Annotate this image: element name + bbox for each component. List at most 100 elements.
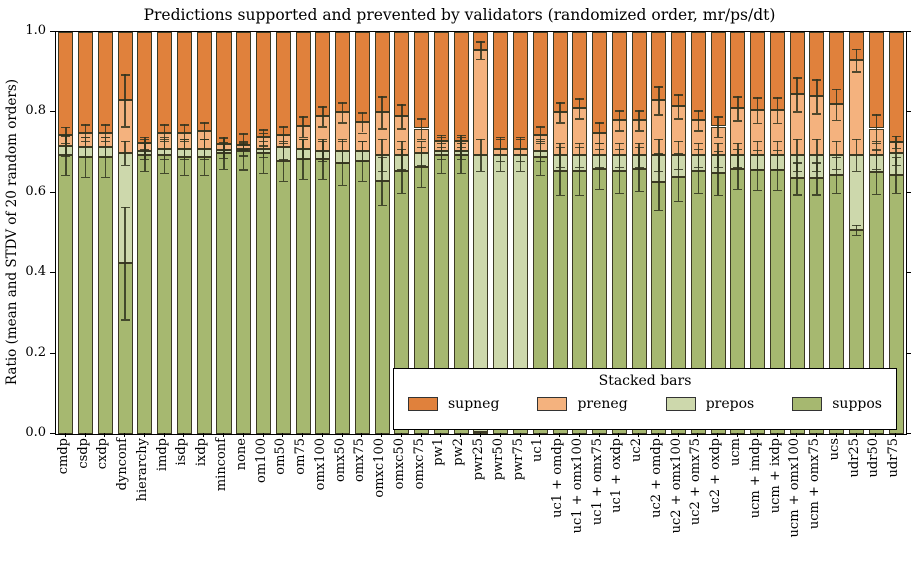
x-tick xyxy=(539,433,541,437)
error-bar-cap xyxy=(496,170,506,173)
error-bar-cap xyxy=(417,186,427,189)
segment-suppos xyxy=(137,154,153,434)
error-bar xyxy=(559,142,561,167)
error-bar xyxy=(322,140,324,161)
error-bar-cap xyxy=(357,132,367,134)
bar-slot-hierarchy xyxy=(135,32,155,434)
bar-om100 xyxy=(256,32,272,434)
x-tick xyxy=(104,433,106,437)
error-bar-cap xyxy=(674,94,684,96)
error-bar-cap xyxy=(693,142,703,144)
error-bar-cap xyxy=(298,158,308,161)
bar-slot-udr25 xyxy=(847,32,867,434)
error-bar-cap xyxy=(476,138,486,140)
error-bar-cap xyxy=(634,110,644,112)
segment-supneg xyxy=(176,32,192,133)
bar-slot-omxc100 xyxy=(372,32,392,434)
bar-slot-uc1 xyxy=(530,32,550,434)
x-tick xyxy=(302,433,304,437)
error-bar xyxy=(875,114,877,143)
x-tick-label: minconf xyxy=(214,438,230,492)
error-bar-cap xyxy=(397,128,407,130)
error-bar xyxy=(124,206,126,320)
bar-cmdp xyxy=(58,32,74,434)
error-bar-cap xyxy=(832,119,842,122)
error-bar-cap xyxy=(120,140,130,142)
error-bar xyxy=(361,112,364,133)
error-bar-cap xyxy=(535,142,545,144)
error-bar-cap xyxy=(318,138,328,140)
error-bar-cap xyxy=(476,41,486,43)
x-tick-label: isdp xyxy=(174,438,190,466)
error-bar xyxy=(638,146,640,191)
error-bar xyxy=(756,140,759,169)
x-tick-label: pwr25 xyxy=(471,438,486,481)
x-tick-label: uc2 + omx75 xyxy=(688,438,704,526)
error-bar-cap xyxy=(357,160,367,163)
segment-supneg xyxy=(493,32,509,149)
error-bar xyxy=(677,140,680,169)
error-bar xyxy=(440,142,443,159)
bar-uc1 + omx75 xyxy=(592,32,608,434)
segment-supneg xyxy=(196,32,212,131)
error-bar-cap xyxy=(219,137,229,140)
error-bar-cap xyxy=(555,122,565,124)
error-bar-cap xyxy=(772,168,782,171)
error-bar xyxy=(855,224,858,235)
error-bar-cap xyxy=(298,138,308,140)
error-bar-cap xyxy=(575,194,585,197)
x-tick-label: uc2 + omdp xyxy=(648,438,664,518)
bar-none xyxy=(236,32,252,434)
x-tick xyxy=(578,433,580,437)
error-bar-cap xyxy=(140,136,150,138)
error-bar-cap xyxy=(812,79,822,81)
x-tick xyxy=(480,433,481,437)
segment-suppos xyxy=(335,162,351,434)
error-bar-cap xyxy=(417,140,427,142)
segment-supneg xyxy=(256,32,272,138)
error-bar xyxy=(163,138,166,159)
x-tick-label: omx100 xyxy=(312,438,328,491)
error-bar-cap xyxy=(753,122,763,125)
bar-omx75 xyxy=(354,32,370,434)
x-tick xyxy=(717,433,719,437)
error-bar xyxy=(559,102,561,123)
error-bar xyxy=(322,106,324,127)
error-bar-cap xyxy=(654,138,664,140)
x-tick xyxy=(736,433,738,437)
y-tick-left xyxy=(50,111,55,113)
error-bar-cap xyxy=(219,168,229,171)
error-bar-cap xyxy=(595,142,605,144)
error-bar-cap xyxy=(318,140,328,142)
segment-supneg xyxy=(532,32,548,135)
error-bar-cap xyxy=(792,77,802,79)
y-tick-right xyxy=(906,111,911,113)
y-tick-right xyxy=(906,272,911,274)
error-bar-cap xyxy=(199,158,209,161)
x-tick-label: pwr50 xyxy=(490,438,506,481)
x-tick xyxy=(163,433,165,437)
x-tick xyxy=(776,433,778,437)
x-tick-label: omx75 xyxy=(352,438,368,483)
error-bar-cap xyxy=(871,142,881,144)
x-tick xyxy=(895,433,897,437)
error-bar-cap xyxy=(595,122,605,124)
error-bar-cap xyxy=(259,129,269,131)
error-bar-cap xyxy=(733,188,743,191)
x-tick xyxy=(124,433,126,437)
error-bar xyxy=(658,153,660,210)
bar-ucm xyxy=(730,32,746,434)
error-bar-cap xyxy=(674,140,684,142)
x-tick-label: om100 xyxy=(253,438,269,483)
bar-uc2 xyxy=(631,32,647,434)
error-bar-cap xyxy=(160,124,170,126)
bar-slot-om75 xyxy=(293,32,313,434)
error-bar xyxy=(776,140,779,169)
error-bar-cap xyxy=(476,58,486,61)
bar-slot-imdp xyxy=(155,32,175,434)
bar-om50 xyxy=(275,32,291,434)
error-bar xyxy=(658,138,660,171)
x-tick-label: pwr75 xyxy=(510,438,526,481)
x-tick-label: uc1 + omx75 xyxy=(589,438,605,526)
error-bar xyxy=(598,148,601,189)
